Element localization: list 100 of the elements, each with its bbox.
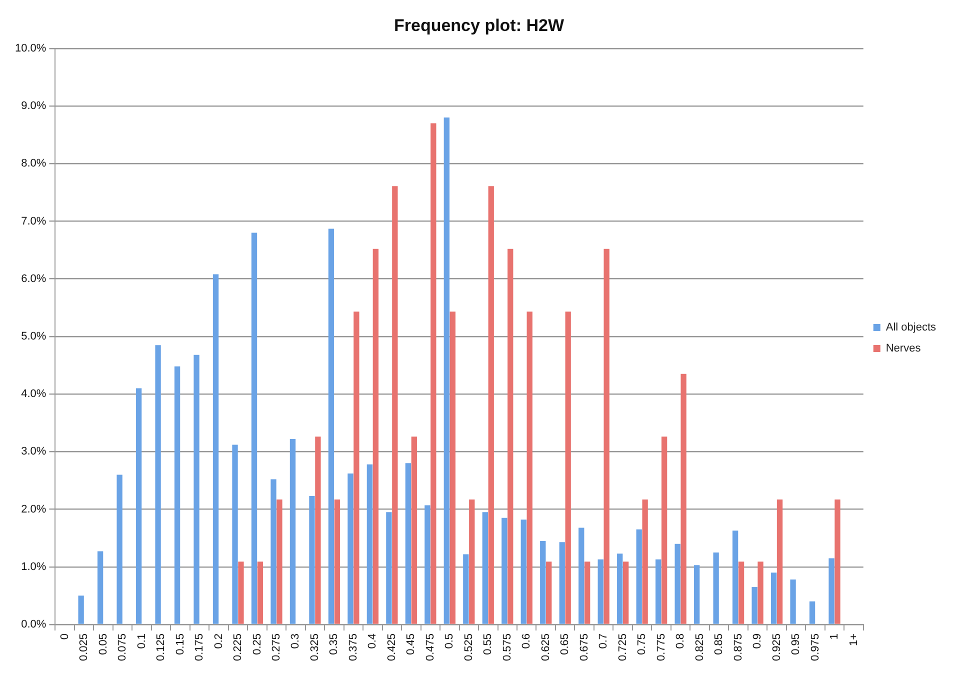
bar (174, 366, 180, 624)
bar (656, 559, 662, 624)
bar (386, 512, 392, 624)
bar (469, 499, 475, 624)
bar (238, 562, 244, 624)
x-tick-label: 0.8 (674, 633, 687, 649)
y-tick-label: 7.0% (21, 215, 46, 228)
bar (578, 528, 584, 624)
x-tick-label: 0.75 (636, 633, 648, 655)
bar (540, 540, 546, 624)
bar (661, 436, 668, 624)
bar (642, 499, 648, 624)
legend-label: Nerves (886, 342, 922, 355)
x-tick-label: 0.775 (655, 633, 668, 662)
x-tick-label: 0.825 (694, 633, 706, 662)
x-tick-label: 0.575 (501, 633, 514, 662)
bar (694, 565, 700, 624)
bar (354, 312, 360, 624)
bar (194, 354, 200, 624)
bar (309, 496, 315, 624)
bar (251, 232, 258, 624)
x-tick-label: 0.7 (598, 633, 610, 649)
x-tick-label: 0.525 (462, 633, 475, 662)
bar (372, 248, 379, 624)
x-tick-label: 0.025 (78, 633, 90, 662)
bar (488, 186, 494, 624)
bar (444, 118, 450, 624)
bar (502, 518, 508, 624)
x-tick-label: 0.55 (482, 633, 494, 655)
bar (155, 345, 161, 624)
bar (770, 572, 777, 624)
x-tick-label: 0.975 (809, 633, 822, 662)
x-tick-label: 0.85 (713, 633, 726, 655)
bar (232, 444, 238, 624)
x-tick-label: 0.375 (347, 633, 360, 662)
bar (834, 499, 840, 624)
x-tick-label: 1+ (848, 633, 860, 646)
y-tick-label: 6.0% (21, 272, 46, 285)
bar (366, 464, 373, 624)
bar (752, 587, 758, 624)
bar (328, 228, 334, 624)
bar (482, 512, 488, 624)
bar (526, 312, 532, 624)
x-tick-label: 0.425 (386, 633, 398, 662)
bar (424, 505, 430, 624)
x-tick-label: 0.725 (616, 633, 629, 662)
bar (97, 551, 104, 624)
y-tick-label: 1.0% (21, 560, 46, 573)
x-tick-label: 0.625 (540, 633, 552, 662)
y-tick-label: 8.0% (21, 158, 46, 170)
y-tick-label: 2.0% (21, 503, 46, 516)
x-tick-label: 0.65 (559, 633, 572, 655)
legend-label: All objects (886, 322, 936, 334)
bar (738, 562, 744, 624)
bar (315, 436, 321, 624)
bar (622, 562, 629, 624)
bar (809, 601, 816, 624)
bar (276, 499, 282, 624)
bar (713, 552, 719, 624)
bar (828, 558, 834, 624)
bar (559, 542, 565, 624)
x-tick-label: 0 (58, 633, 71, 640)
x-tick-label: 0.5 (444, 633, 456, 649)
bar (116, 474, 122, 624)
bar (674, 544, 680, 624)
bar (430, 123, 436, 624)
bar (450, 312, 456, 624)
bar (636, 529, 642, 624)
y-tick-label: 3.0% (21, 446, 46, 458)
bar (508, 248, 514, 624)
x-tick-label: 0.175 (194, 633, 206, 662)
y-tick-label: 10.0% (14, 42, 46, 54)
x-tick-label: 0.9 (752, 633, 764, 649)
bar (411, 436, 417, 624)
x-tick-label: 0.6 (520, 633, 533, 649)
x-tick-label: 0.95 (790, 633, 802, 655)
bar (617, 554, 623, 624)
x-tick-label: 0.1 (136, 633, 148, 649)
x-tick-label: 0.075 (116, 633, 129, 662)
bar (136, 388, 142, 624)
bar (78, 596, 84, 624)
bar (758, 562, 764, 624)
x-tick-label: 0.45 (405, 633, 418, 655)
bar (776, 499, 783, 624)
bar (546, 562, 552, 624)
bar (790, 580, 796, 624)
bar (270, 479, 276, 624)
bar (290, 438, 296, 624)
y-tick-label: 4.0% (21, 388, 46, 400)
y-tick-label: 0.0% (21, 618, 46, 631)
bar (405, 463, 412, 624)
y-tick-label: 9.0% (21, 100, 46, 112)
x-tick-label: 0.2 (212, 633, 225, 649)
x-tick-label: 1 (828, 633, 841, 640)
bar (584, 562, 590, 624)
x-tick-label: 0.05 (97, 633, 110, 655)
x-tick-label: 0.35 (328, 633, 340, 655)
chart-title: Frequency plot: H2W (394, 16, 565, 35)
x-tick-label: 0.15 (174, 633, 186, 655)
y-tick-label: 5.0% (21, 330, 46, 342)
